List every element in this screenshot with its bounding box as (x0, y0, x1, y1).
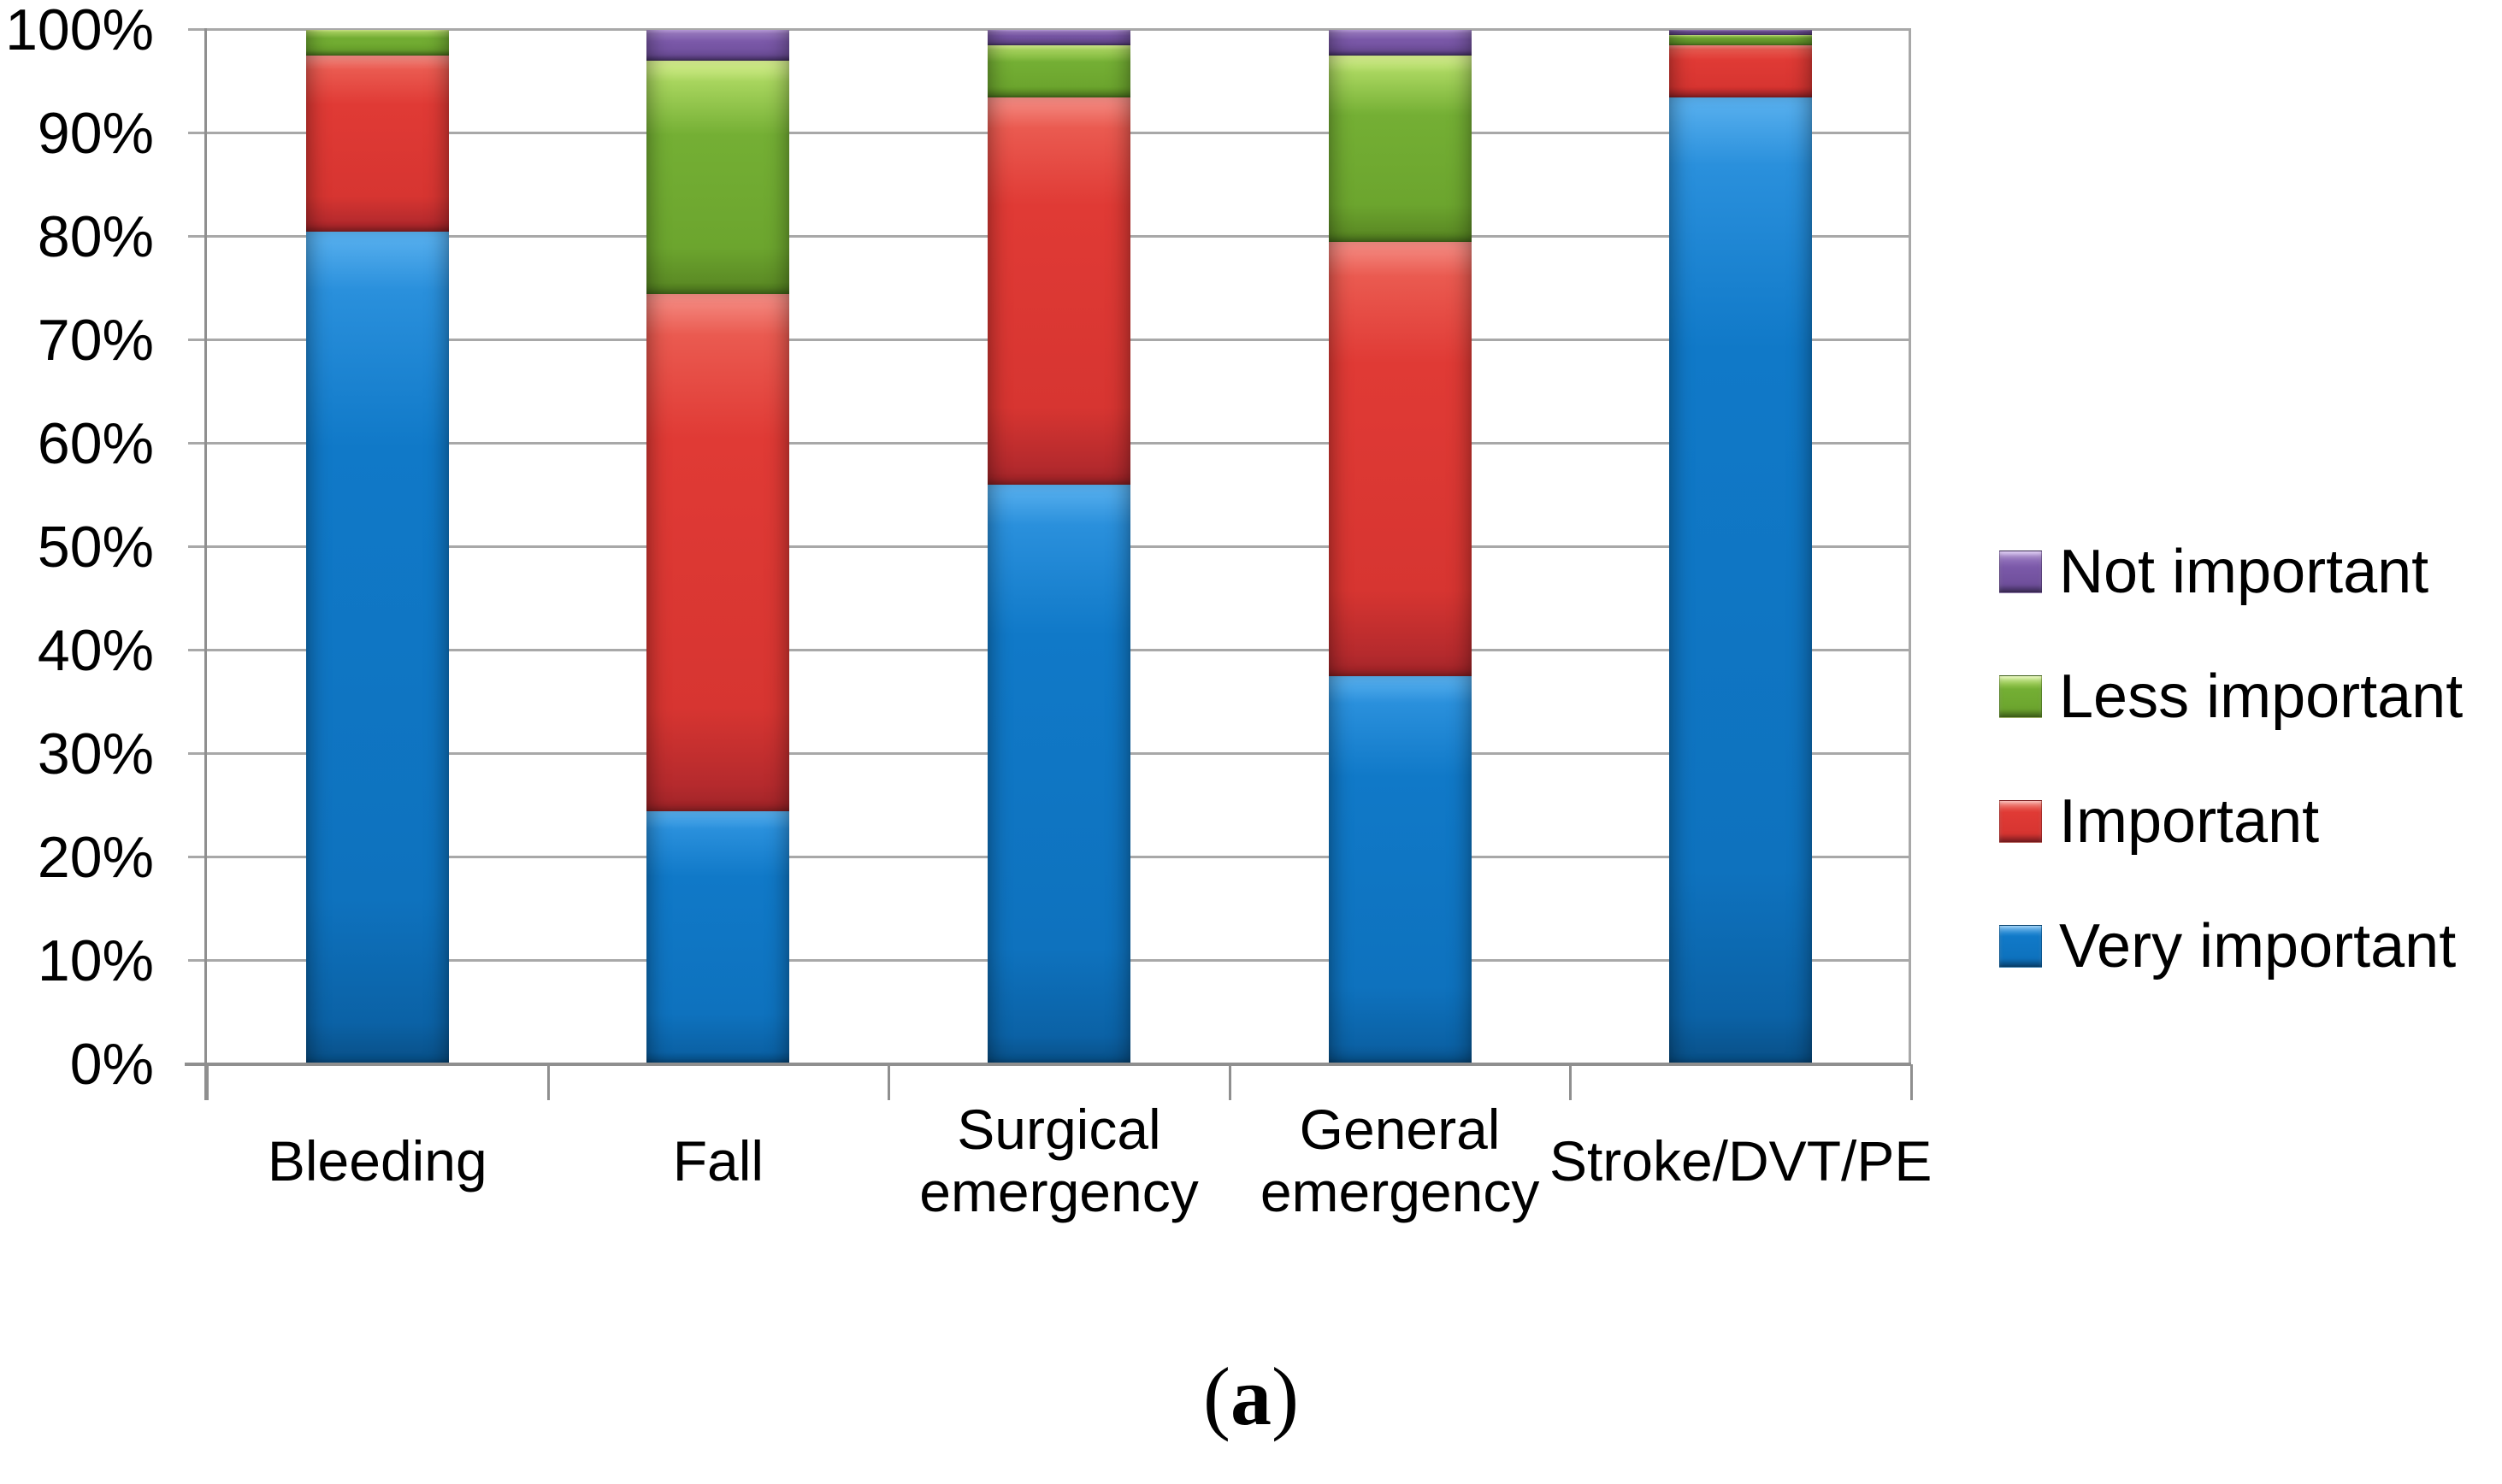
y-tick-label: 40% (37, 618, 154, 683)
caption-letter: a (1230, 1351, 1272, 1442)
x-category-label: General emergency (1260, 1098, 1540, 1223)
plot-area (185, 28, 1913, 1100)
y-axis-tick-labels: 0% 10% 20% 30% 40% 50% 60% 70% 80% 90% 100% (0, 1, 154, 1093)
y-tick-label: 60% (37, 411, 154, 476)
bar-segment (987, 97, 1130, 486)
y-tick-label: 100% (5, 0, 154, 62)
bar-segment (987, 485, 1130, 1064)
category-boundary-tick (206, 1064, 209, 1100)
y-axis-line (204, 28, 207, 1100)
x-category-label: Stroke/DVT/PE (1549, 1128, 1933, 1192)
bar-segment (1328, 242, 1472, 677)
x-category-label: Surgical emergency (919, 1098, 1199, 1223)
bar-segment (1669, 45, 1813, 97)
legend-item: Important (1999, 759, 2500, 884)
legend-marker-icon (1999, 800, 2042, 843)
caption-close-paren: ) (1272, 1351, 1299, 1442)
y-tick-label: 80% (37, 204, 154, 269)
bars-container (207, 30, 1911, 1064)
bar-slot-1 (548, 30, 889, 1064)
legend-item: Not important (1999, 509, 2500, 634)
legend-label: Important (2059, 787, 2320, 856)
y-tick-label: 20% (37, 825, 154, 890)
bar-segment (1669, 35, 1813, 46)
y-tick-label: 70% (37, 308, 154, 373)
stacked-bar (1328, 30, 1472, 1064)
figure-caption: (a) (0, 1349, 2502, 1444)
legend-label: Very important (2059, 912, 2457, 980)
y-tick-label: 90% (37, 101, 154, 166)
category-boundary-tick (546, 1064, 550, 1100)
bar-segment (1328, 676, 1472, 1064)
caption-open-paren: ( (1203, 1351, 1230, 1442)
stacked-bar (987, 30, 1130, 1064)
bar-segment (987, 30, 1130, 46)
category-boundary-tick (1228, 1064, 1231, 1100)
legend-label: Not important (2059, 538, 2429, 606)
bar-segment (305, 30, 449, 56)
bar-segment (646, 293, 790, 811)
bar-segment (1669, 97, 1813, 1064)
category-boundary-tick (888, 1064, 891, 1100)
gridline-100 (188, 28, 1911, 31)
bar-slot-0 (207, 30, 548, 1064)
category-boundary-tick (1910, 1064, 1913, 1100)
bar-segment (305, 56, 449, 232)
x-category-label: Fall (672, 1128, 764, 1192)
bar-segment (646, 810, 790, 1064)
stacked-bar (646, 30, 790, 1064)
y-tick-label: 50% (37, 515, 154, 580)
legend-item: Very important (1999, 884, 2500, 1009)
bar-slot-2 (888, 30, 1230, 1064)
x-axis-category-labels: Bleeding Fall Surgical emergency General em… (207, 1092, 1933, 1229)
bar-slot-4 (1570, 30, 1911, 1064)
category-boundary-tick (1569, 1064, 1573, 1100)
legend-marker-icon (1999, 925, 2042, 968)
chart-legend: Not important Less important Important Very… (1999, 509, 2500, 1009)
legend-item: Less important (1999, 634, 2500, 759)
bar-segment (1669, 30, 1813, 36)
bar-segment (305, 231, 449, 1064)
bar-slot-3 (1230, 30, 1571, 1064)
y-tick-label: 0% (69, 1032, 154, 1097)
bar-segment (987, 45, 1130, 97)
bar-segment (646, 61, 790, 294)
x-category-label: Bleeding (267, 1128, 487, 1192)
bar-segment (1328, 56, 1472, 243)
bar-segment (646, 30, 790, 62)
x-axis-line (185, 1063, 1911, 1066)
legend-marker-icon (1999, 551, 2042, 593)
plot-right-border (1909, 28, 1911, 1064)
bar-segment (1328, 30, 1472, 56)
stacked-bar (1669, 30, 1813, 1064)
y-tick-label: 10% (37, 928, 154, 993)
y-tick-label: 30% (37, 721, 154, 786)
stacked-bar (305, 30, 449, 1064)
legend-label: Less important (2059, 662, 2464, 731)
legend-marker-icon (1999, 675, 2042, 718)
